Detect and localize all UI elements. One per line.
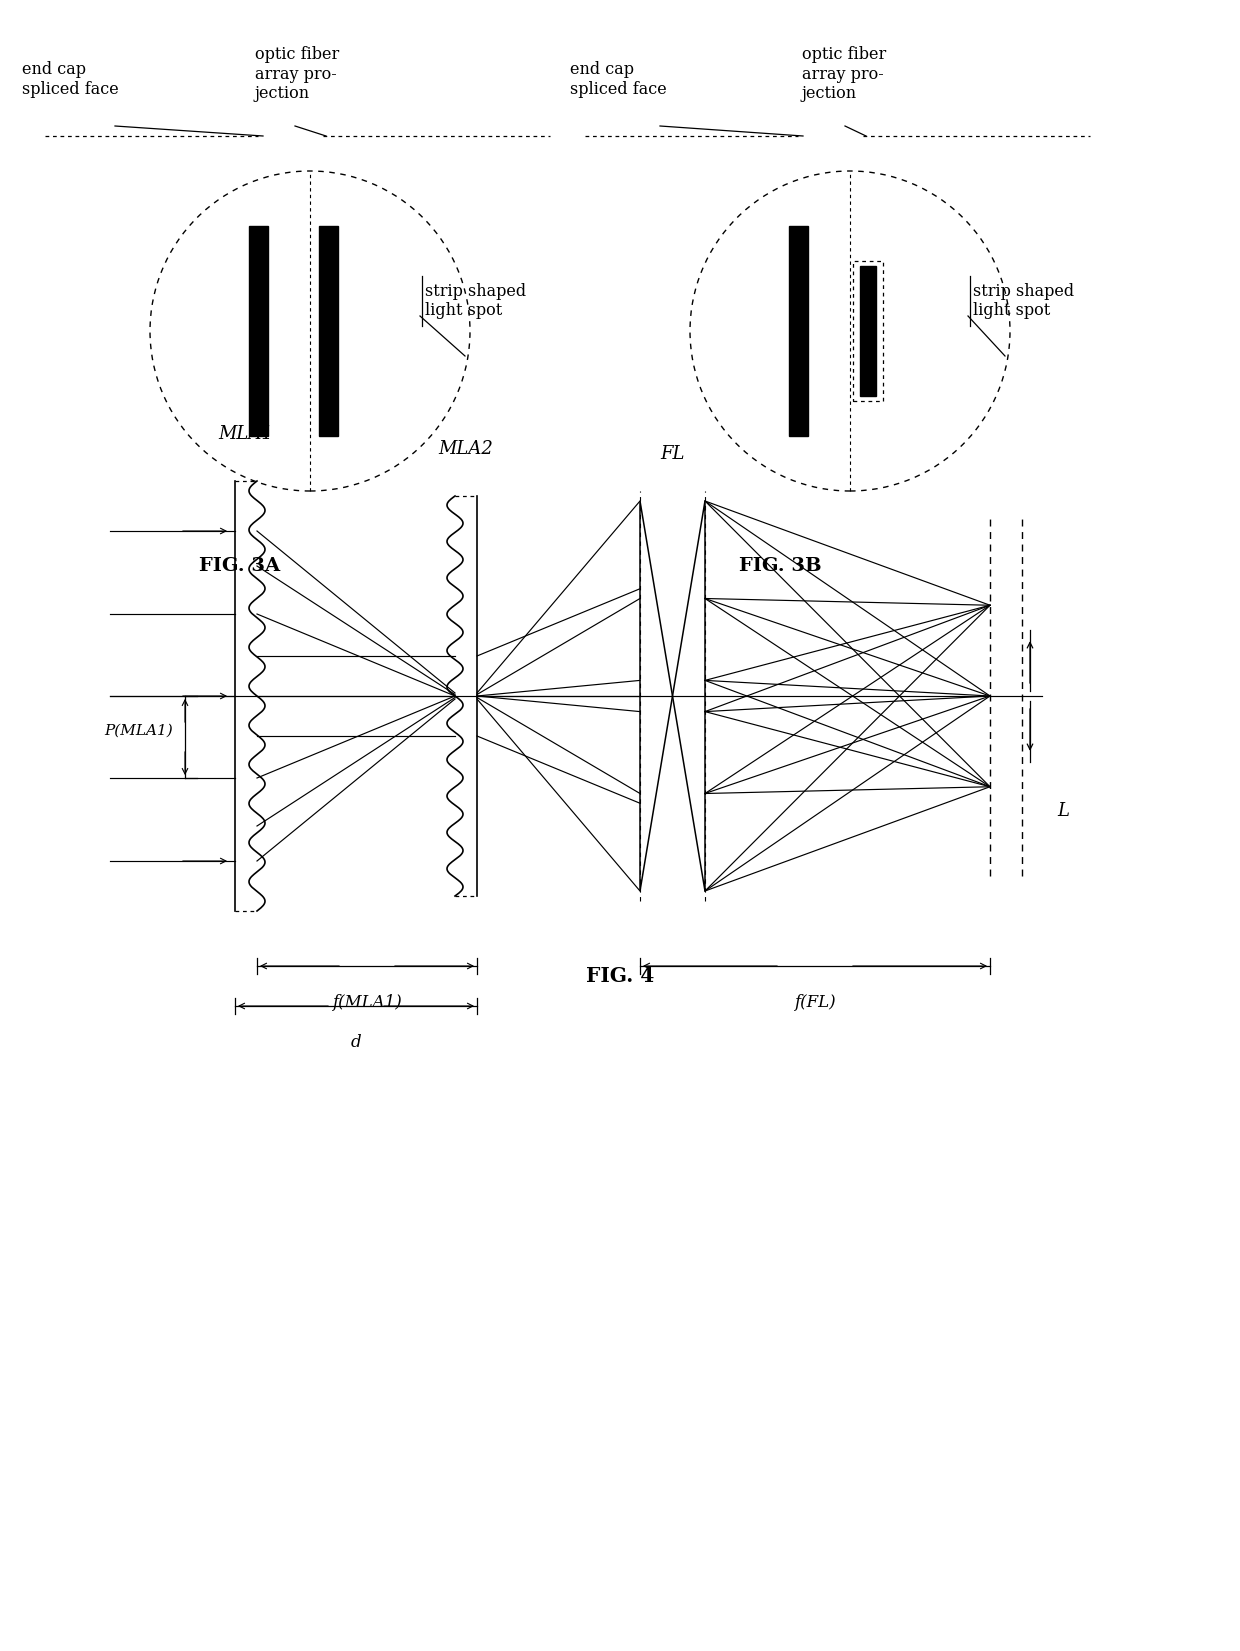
Text: strip shaped
light spot: strip shaped light spot — [425, 282, 526, 319]
Bar — [248, 226, 268, 436]
Text: FIG. 3B: FIG. 3B — [739, 556, 821, 575]
Text: d: d — [351, 1034, 361, 1052]
Text: end cap
spliced face: end cap spliced face — [22, 61, 119, 97]
Bar — [789, 226, 807, 436]
Text: optic fiber
array pro-
jection: optic fiber array pro- jection — [255, 46, 340, 102]
Bar — [861, 266, 875, 396]
Text: MLA2: MLA2 — [439, 441, 494, 457]
Text: end cap
spliced face: end cap spliced face — [570, 61, 667, 97]
Text: P(MLA1): P(MLA1) — [104, 725, 174, 738]
Text: optic fiber
array pro-
jection: optic fiber array pro- jection — [802, 46, 887, 102]
Text: FIG. 3A: FIG. 3A — [200, 556, 280, 575]
Text: L: L — [1056, 802, 1069, 821]
Text: FIG. 4: FIG. 4 — [585, 966, 655, 986]
Text: f(FL): f(FL) — [794, 994, 836, 1010]
Text: FL: FL — [660, 446, 684, 462]
Bar — [853, 261, 883, 401]
Text: strip shaped
light spot: strip shaped light spot — [973, 282, 1074, 319]
Bar — [319, 226, 337, 436]
Text: f(MLA1): f(MLA1) — [332, 994, 402, 1010]
Text: MLA1: MLA1 — [218, 424, 274, 442]
